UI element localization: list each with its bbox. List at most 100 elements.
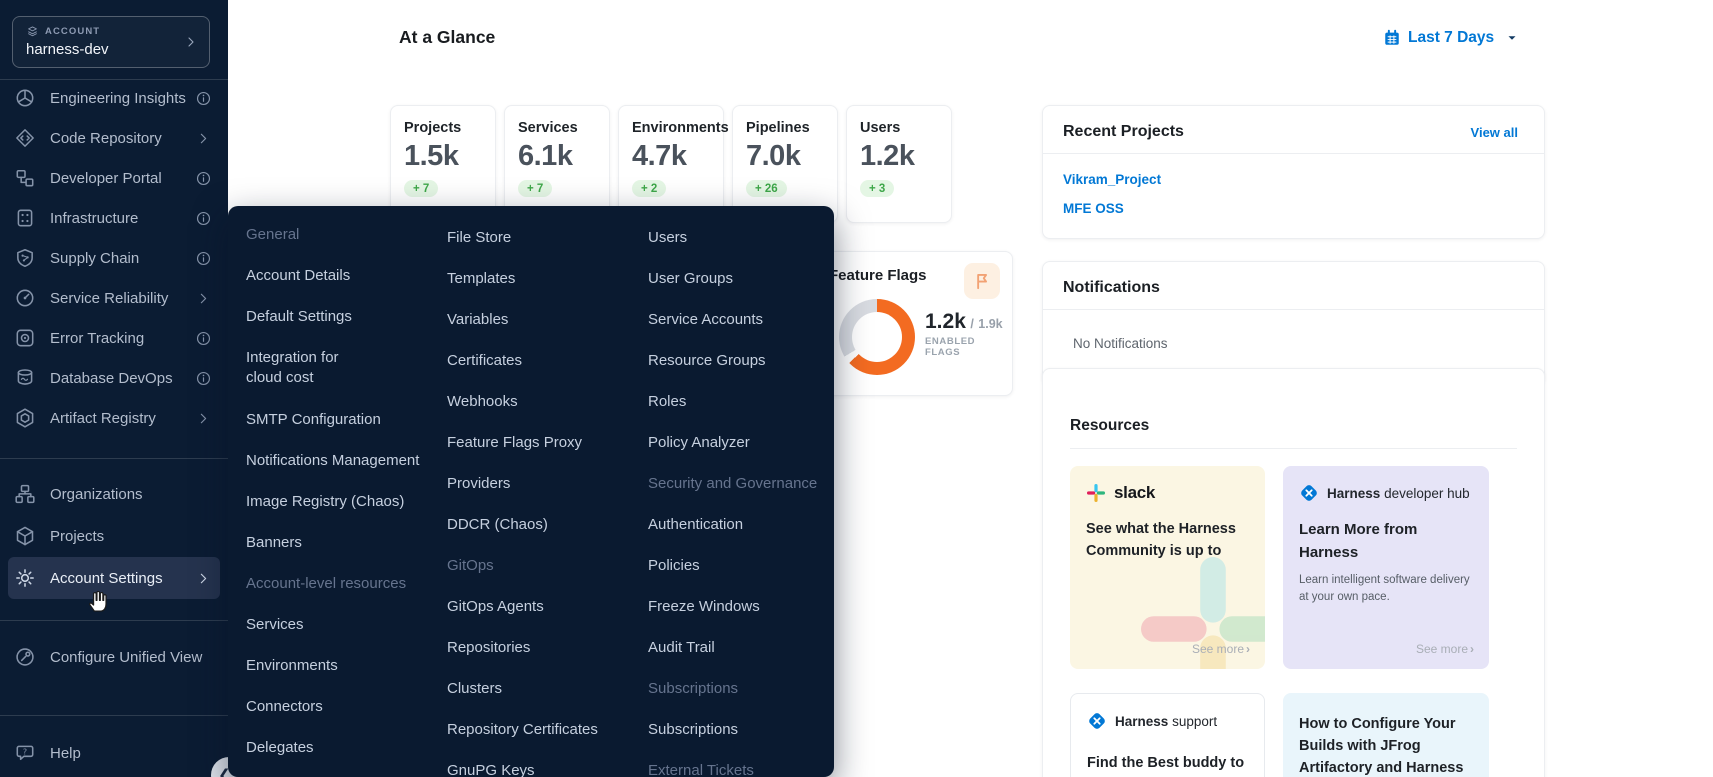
menu-item-delegates[interactable]: Delegates bbox=[246, 739, 314, 756]
sidebar-item-help[interactable]: ? Help bbox=[8, 733, 220, 773]
account-settings-icon bbox=[14, 567, 36, 589]
info-icon[interactable] bbox=[195, 210, 212, 227]
date-range-selector[interactable]: Last 7 Days bbox=[1383, 29, 1519, 47]
project-link-mfe-oss[interactable]: MFE OSS bbox=[1063, 201, 1124, 216]
stat-value: 1.5k bbox=[404, 140, 459, 172]
menu-item-resource-groups[interactable]: Resource Groups bbox=[648, 352, 766, 369]
stat-card-projects[interactable]: Projects 1.5k + 7 bbox=[390, 105, 496, 223]
sidebar-item-label: Configure Unified View bbox=[50, 648, 203, 666]
menu-item-services[interactable]: Services bbox=[246, 616, 304, 633]
menu-item-templates[interactable]: Templates bbox=[447, 270, 516, 287]
menu-item-environments[interactable]: Environments bbox=[246, 657, 338, 674]
menu-item-file-store[interactable]: File Store bbox=[447, 229, 512, 246]
menu-item-authentication[interactable]: Authentication bbox=[648, 516, 744, 533]
stat-card-services[interactable]: Services 6.1k + 7 bbox=[504, 105, 610, 223]
sidebar-item-engineering-insights[interactable]: Engineering Insights bbox=[8, 78, 220, 118]
see-more-link[interactable]: See more bbox=[1416, 642, 1474, 656]
info-icon[interactable] bbox=[195, 370, 212, 387]
info-icon[interactable] bbox=[195, 330, 212, 347]
menu-item-users[interactable]: Users bbox=[648, 229, 688, 246]
menu-item-policies[interactable]: Policies bbox=[648, 557, 700, 574]
sidebar-item-label: Engineering Insights bbox=[50, 89, 186, 107]
sidebar-item-configure-unified-view[interactable]: Configure Unified View bbox=[8, 636, 220, 678]
sidebar-item-projects[interactable]: Projects bbox=[8, 515, 220, 557]
resource-headline: Find the Best buddy to support you bbox=[1087, 755, 1245, 777]
stat-delta-badge: + 26 bbox=[746, 180, 787, 197]
info-icon[interactable] bbox=[195, 90, 212, 107]
resource-card-harness-support[interactable]: Harness support Find the Best buddy to s… bbox=[1070, 693, 1265, 777]
sidebar-item-error-tracking[interactable]: Error Tracking bbox=[8, 318, 220, 358]
menu-item-gnupg-keys[interactable]: GnuPG Keys bbox=[447, 762, 535, 777]
menu-section-external-tickets: External Tickets bbox=[648, 762, 754, 777]
menu-section-gitops: GitOps bbox=[447, 557, 494, 574]
stat-card-users[interactable]: Users 1.2k + 3 bbox=[846, 105, 952, 223]
sidebar-item-code-repository[interactable]: Code Repository bbox=[8, 118, 220, 158]
divider bbox=[1043, 309, 1544, 310]
enabled-flags-donut-chart bbox=[839, 299, 915, 375]
sidebar-item-supply-chain[interactable]: Supply Chain bbox=[8, 238, 220, 278]
menu-item-notifications-management[interactable]: Notifications Management bbox=[246, 452, 420, 469]
svg-text:?: ? bbox=[23, 746, 27, 756]
menu-item-repositories[interactable]: Repositories bbox=[447, 639, 531, 656]
sidebar-item-infrastructure[interactable]: Infrastructure bbox=[8, 198, 220, 238]
account-selector[interactable]: ACCOUNT harness-dev bbox=[12, 16, 210, 68]
menu-item-gitops-agents[interactable]: GitOps Agents bbox=[447, 598, 544, 615]
project-link-vikram-project[interactable]: Vikram_Project bbox=[1063, 172, 1162, 187]
chevron-right-icon bbox=[195, 130, 212, 147]
see-more-link[interactable]: See more bbox=[1192, 642, 1250, 656]
resource-card-slack[interactable]: slack See what the Harness Community is … bbox=[1070, 466, 1265, 669]
info-icon[interactable] bbox=[195, 170, 212, 187]
sidebar-item-database-devops[interactable]: Database DevOps bbox=[8, 358, 220, 398]
sidebar-item-account-settings[interactable]: Account Settings bbox=[8, 557, 220, 599]
stat-card-pipelines[interactable]: Pipelines 7.0k + 26 bbox=[732, 105, 838, 223]
info-icon[interactable] bbox=[195, 250, 212, 267]
menu-item-policy-analyzer[interactable]: Policy Analyzer bbox=[648, 434, 750, 451]
resource-headline: See what the Harness Community is up to bbox=[1086, 521, 1236, 559]
menu-item-webhooks[interactable]: Webhooks bbox=[447, 393, 518, 410]
menu-item-ddcr-chaos[interactable]: DDCR (Chaos) bbox=[447, 516, 548, 533]
menu-column-access-control: Users User Groups Service Accounts Resource… bbox=[648, 217, 817, 777]
menu-item-freeze-windows[interactable]: Freeze Windows bbox=[648, 598, 760, 615]
menu-column-general: General Account Details Default Settings In… bbox=[246, 214, 419, 768]
divider bbox=[0, 458, 228, 459]
brand-strong: Harness bbox=[1115, 713, 1169, 729]
menu-item-feature-flags-proxy[interactable]: Feature Flags Proxy bbox=[447, 434, 583, 451]
resources-title: Resources bbox=[1070, 417, 1150, 434]
menu-item-clusters[interactable]: Clusters bbox=[447, 680, 503, 697]
menu-item-variables[interactable]: Variables bbox=[447, 311, 509, 328]
menu-item-roles[interactable]: Roles bbox=[648, 393, 687, 410]
menu-item-smtp-configuration[interactable]: SMTP Configuration bbox=[246, 411, 381, 428]
menu-item-banners[interactable]: Banners bbox=[246, 534, 302, 551]
divider bbox=[0, 715, 228, 716]
account-settings-menu: General Account Details Default Settings In… bbox=[228, 206, 834, 777]
stat-delta-badge: + 2 bbox=[632, 180, 667, 197]
sidebar-item-developer-portal[interactable]: Developer Portal bbox=[8, 158, 220, 198]
menu-item-certificates[interactable]: Certificates bbox=[447, 352, 523, 369]
sidebar-item-artifact-registry[interactable]: Artifact Registry bbox=[8, 398, 220, 438]
view-all-link[interactable]: View all bbox=[1470, 124, 1518, 140]
notifications-empty-message: No Notifications bbox=[1073, 336, 1168, 351]
feature-flags-card: Feature Flags 1.2k / 1.9k ENABLED FLAGS bbox=[812, 251, 1013, 396]
menu-item-user-groups[interactable]: User Groups bbox=[648, 270, 734, 287]
resource-headline: How to Configure Your Builds with JFrog … bbox=[1299, 716, 1464, 776]
account-name: harness-dev bbox=[26, 41, 109, 58]
notifications-title: Notifications bbox=[1063, 279, 1160, 296]
menu-item-service-accounts[interactable]: Service Accounts bbox=[648, 311, 764, 328]
menu-item-subscriptions[interactable]: Subscriptions bbox=[648, 721, 739, 738]
menu-item-image-registry-chaos[interactable]: Image Registry (Chaos) bbox=[246, 493, 405, 510]
resource-card-jfrog-tutorial[interactable]: How to Configure Your Builds with JFrog … bbox=[1283, 693, 1489, 777]
menu-item-connectors[interactable]: Connectors bbox=[246, 698, 323, 715]
recent-projects-card: Recent Projects View all Vikram_Project M… bbox=[1042, 105, 1545, 239]
menu-item-audit-trail[interactable]: Audit Trail bbox=[648, 639, 715, 656]
resource-card-developer-hub[interactable]: Harness developer hub Learn More from Ha… bbox=[1283, 466, 1489, 669]
menu-item-integration-for-cloud-cost[interactable]: Integration for cloud cost bbox=[246, 348, 339, 386]
menu-item-providers[interactable]: Providers bbox=[447, 475, 511, 492]
sidebar-item-service-reliability[interactable]: Service Reliability bbox=[8, 278, 220, 318]
menu-item-default-settings[interactable]: Default Settings bbox=[246, 308, 352, 325]
menu-item-repository-certificates[interactable]: Repository Certificates bbox=[447, 721, 598, 738]
stat-value: 7.0k bbox=[746, 140, 801, 172]
stat-card-environments[interactable]: Environments 4.7k + 2 bbox=[618, 105, 729, 223]
sidebar-item-label: Account Settings bbox=[50, 569, 163, 587]
menu-item-account-details[interactable]: Account Details bbox=[246, 267, 351, 284]
sidebar-item-organizations[interactable]: Organizations bbox=[8, 473, 220, 515]
